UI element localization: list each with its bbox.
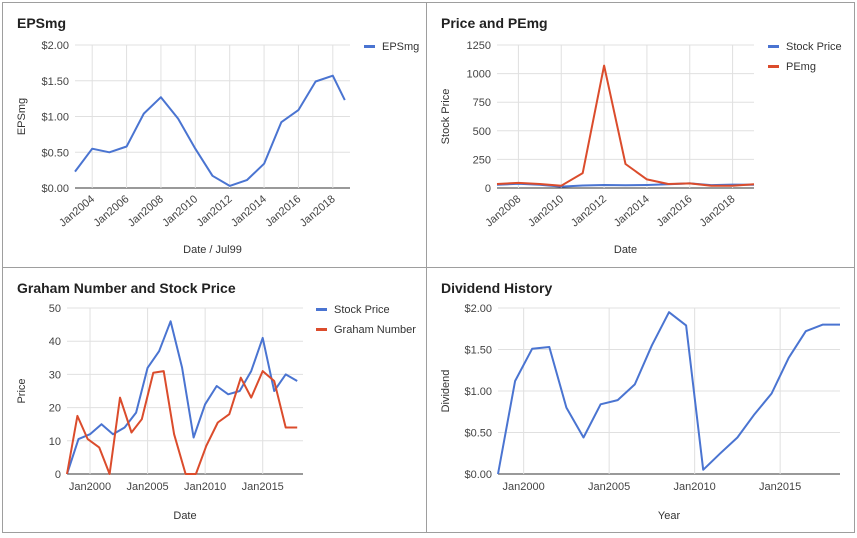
y-tick-label: 10 [49,436,61,448]
chart-panel-epsmg: EPSmg $0.00 $0.50 $1.00 $1.50 $2.00 Jan2004 Ja… [2,2,427,268]
x-tick-label: Jan2010 [184,481,226,493]
series-line [497,311,840,475]
x-tick-label: Jan2004 [57,193,97,229]
y-tick-label: $0.00 [464,469,492,481]
y-tick-label: 50 [49,303,61,315]
x-tick-label: Jan2006 [91,193,131,229]
y-tick-label: $0.50 [41,147,69,159]
y-axis-title: Price [16,378,28,403]
x-tick-label: Jan2012 [569,193,609,229]
y-tick-label: $0.50 [464,428,492,440]
y-tick-label: 750 [473,97,491,109]
x-tick-label: Jan2014 [229,193,269,229]
y-tick-label: 30 [49,369,61,381]
y-tick-label: 250 [473,154,491,166]
x-tick-label: Jan2016 [263,193,303,229]
y-tick-label: $1.00 [464,386,492,398]
y-tick-label: $2.00 [464,303,492,315]
legend-label: Graham Number [334,324,416,336]
series-line [66,370,298,475]
x-tick-label: Jan2018 [697,193,737,229]
x-axis-title: Date [614,244,637,256]
legend-swatch [364,45,375,48]
series-line [74,74,346,187]
x-tick-label: Jan2000 [503,481,545,493]
x-tick-label: Jan2018 [298,193,338,229]
x-tick-label: Jan2015 [242,481,284,493]
y-tick-label: 20 [49,403,61,415]
chart-panel-price-and-pemg: Price and PEmg 0 250 500 750 1000 1250 Jan2008… [426,2,855,268]
y-tick-label: $1.50 [41,76,69,88]
x-tick-label: Jan2015 [759,481,801,493]
x-tick-label: Jan2010 [160,193,200,229]
x-axis-title: Year [658,510,681,522]
chart-title: EPSmg [17,15,67,31]
chart-panel-dividend-history: Dividend History $0.00 $0.50 $1.00 $1.50 $2.… [426,267,855,533]
x-tick-label: Jan2008 [483,193,523,229]
y-axis-title: Stock Price [440,89,452,145]
y-tick-label: 1250 [467,40,491,52]
legend-swatch [768,45,779,48]
y-tick-label: 1000 [467,69,491,81]
chart-graham-number: 0 10 20 30 40 50 Jan2000 Jan2005 Jan2010 Jan2015 D… [16,303,416,522]
chart-epsmg: $0.00$0.50$1.00$1.50$2.00Jan2004Jan2006J… [16,40,419,256]
x-tick-label: Jan2014 [612,193,652,229]
x-tick-label: Jan2010 [674,481,716,493]
y-tick-label: $1.00 [41,112,69,124]
chart-dividend-history: $0.00 $0.50 $1.00 $1.50 $2.00 Jan2000 Jan2005 J… [440,303,840,522]
chart-title: Dividend History [441,280,553,296]
y-tick-label: 40 [49,336,61,348]
legend-swatch [768,65,779,68]
legend-label: Stock Price [786,41,842,53]
x-axis-title: Date [173,510,196,522]
series-line [66,320,298,475]
y-tick-label: $0.00 [41,183,69,195]
y-tick-label: 0 [485,183,491,195]
y-tick-label: $2.00 [41,40,69,52]
chart-panel-graham-number: Graham Number and Stock Price 0 10 20 30 40 5… [2,267,427,533]
x-tick-label: Jan2012 [195,193,235,229]
y-tick-label: 0 [55,469,61,481]
series-line [496,64,755,187]
legend-label: PEmg [786,61,816,73]
x-tick-label: Jan2000 [69,481,111,493]
y-axis-title: EPSmg [16,98,28,135]
legend-swatch [316,308,327,311]
x-tick-label: Jan2005 [126,481,168,493]
chart-title: Graham Number and Stock Price [17,280,236,296]
y-axis-title: Dividend [440,370,452,413]
legend-label: Stock Price [334,304,390,316]
x-tick-label: Jan2005 [588,481,630,493]
legend-swatch [316,328,327,331]
legend-label: EPSmg [382,41,419,53]
x-tick-label: Jan2008 [126,193,166,229]
x-axis-title: Date / Jul99 [183,244,242,256]
x-tick-label: Jan2016 [655,193,695,229]
y-tick-label: $1.50 [464,345,492,357]
x-tick-label: Jan2010 [526,193,566,229]
y-tick-label: 500 [473,126,491,138]
chart-title: Price and PEmg [441,15,548,31]
